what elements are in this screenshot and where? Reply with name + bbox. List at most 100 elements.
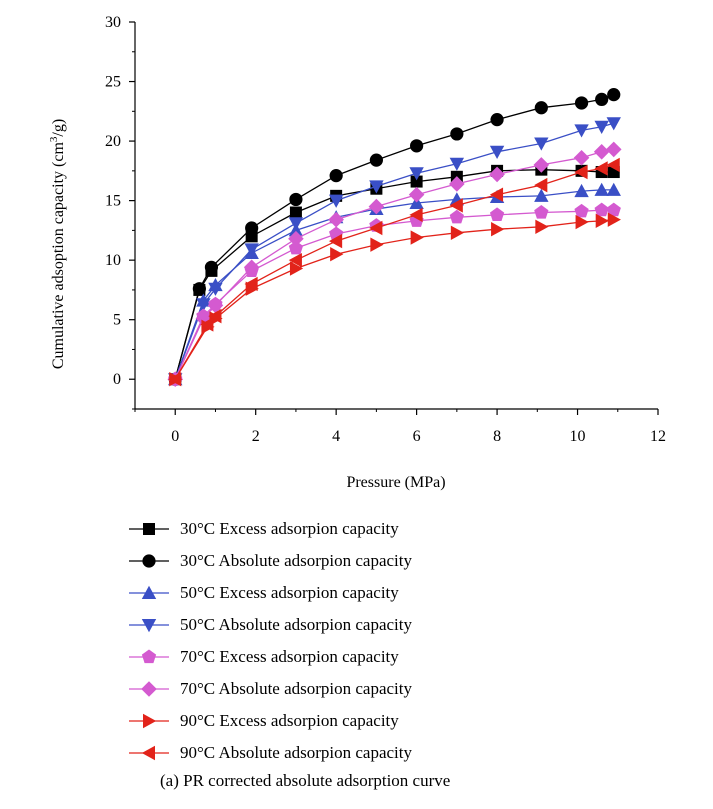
data-point: [534, 101, 548, 115]
data-point: [535, 219, 549, 235]
legend-marker: [142, 554, 156, 568]
data-point: [449, 198, 463, 213]
data-point: [449, 176, 465, 192]
data-point: [595, 213, 609, 229]
y-tick-label: 25: [105, 74, 121, 91]
legend-swatch: [129, 681, 169, 697]
x-tick-label: 4: [332, 428, 340, 445]
series-8: [168, 157, 620, 387]
legend-item: 90°C Excess adsorpion capacity: [128, 705, 412, 737]
data-point: [574, 203, 589, 218]
data-point: [594, 120, 609, 134]
data-point: [574, 183, 589, 198]
data-point: [289, 192, 303, 207]
data-point: [288, 252, 302, 268]
y-tick-label: 30: [105, 14, 121, 31]
data-point: [330, 247, 344, 262]
series-line: [174, 219, 614, 380]
y-axis-title-main: Cumulative adsoption capacity (cm: [50, 142, 67, 370]
y-tick-label: 0: [113, 371, 121, 388]
data-point: [607, 88, 621, 102]
data-point: [534, 188, 549, 202]
legend-label: 50°C Excess adsorpion capacity: [180, 583, 399, 602]
y-tick-label: 20: [105, 133, 121, 150]
plot-area: [167, 88, 622, 388]
legend-label: 70°C Excess adsorpion capacity: [180, 647, 399, 666]
data-point: [606, 117, 621, 131]
y-axis-title: Cumulative adsoption capacity (cm3/g): [48, 119, 67, 369]
legend-label: 30°C Excess adsorpion capacity: [180, 519, 399, 538]
data-point: [450, 127, 464, 141]
data-point: [575, 214, 589, 230]
data-point: [208, 282, 223, 296]
data-point: [490, 113, 504, 127]
y-axis-title-tail: /g): [50, 119, 67, 137]
series-line: [174, 164, 614, 380]
data-point: [196, 298, 211, 312]
data-point: [289, 261, 304, 276]
legend-marker: [141, 681, 157, 697]
data-point: [491, 221, 505, 237]
data-point: [607, 212, 621, 227]
data-point: [289, 206, 302, 219]
x-tick-label: 8: [493, 428, 501, 445]
data-point: [449, 157, 465, 171]
data-point: [207, 297, 224, 314]
data-point: [328, 194, 344, 208]
legend-item: 50°C Absolute adsorpion capacity: [128, 609, 412, 641]
data-point: [370, 237, 384, 252]
y-tick-label: 15: [105, 193, 121, 210]
data-point: [288, 240, 304, 255]
x-tick-label: 6: [413, 428, 421, 445]
data-point: [168, 372, 182, 387]
series-4: [168, 117, 621, 387]
data-point: [243, 259, 260, 276]
data-point: [369, 153, 383, 167]
data-point: [192, 282, 206, 296]
data-point: [489, 187, 504, 202]
data-point: [208, 308, 222, 324]
legend-swatch: [129, 649, 169, 664]
data-point: [489, 207, 505, 221]
legend-item: 70°C Excess adsorpion capacity: [128, 641, 412, 673]
legend-swatch: [129, 745, 169, 761]
legend-item: 30°C Excess adsorpion capacity: [128, 513, 412, 545]
x-tick-label: 0: [171, 428, 179, 445]
data-point: [605, 141, 622, 158]
data-point: [593, 143, 610, 160]
legend: 30°C Excess adsorpion capacity 30°C Absol…: [128, 513, 412, 769]
legend-label: 50°C Absolute adsorpion capacity: [180, 615, 413, 634]
y-tick-label: 10: [105, 252, 121, 269]
data-point: [410, 230, 424, 245]
legend-swatch: [129, 554, 169, 568]
series-6: [167, 141, 622, 388]
data-point: [328, 211, 344, 228]
legend-swatch: [129, 619, 169, 633]
data-point: [368, 198, 385, 215]
data-point: [450, 225, 465, 240]
data-point: [288, 230, 304, 247]
data-point: [408, 186, 425, 203]
data-point: [409, 207, 423, 223]
legend-marker: [143, 523, 155, 535]
data-point: [534, 205, 549, 219]
data-point: [606, 157, 620, 173]
legend-item: 70°C Absolute adsorpion capacity: [128, 673, 412, 705]
data-point: [489, 145, 505, 159]
series-2: [168, 88, 621, 386]
legend-label: 90°C Absolute adsorpion capacity: [180, 743, 413, 762]
data-point: [245, 221, 259, 235]
series-1: [169, 163, 620, 386]
data-point: [369, 180, 384, 194]
legend-swatch: [129, 713, 169, 729]
legend-marker: [141, 649, 157, 664]
legend-marker: [141, 619, 157, 633]
data-point: [328, 233, 343, 249]
series-line: [174, 122, 614, 380]
data-point: [410, 175, 423, 188]
data-point: [410, 139, 424, 153]
data-point: [606, 202, 621, 217]
data-point: [204, 260, 219, 274]
legend-item: 30°C Absolute adsorpion capacity: [128, 545, 412, 577]
data-point: [574, 164, 588, 180]
